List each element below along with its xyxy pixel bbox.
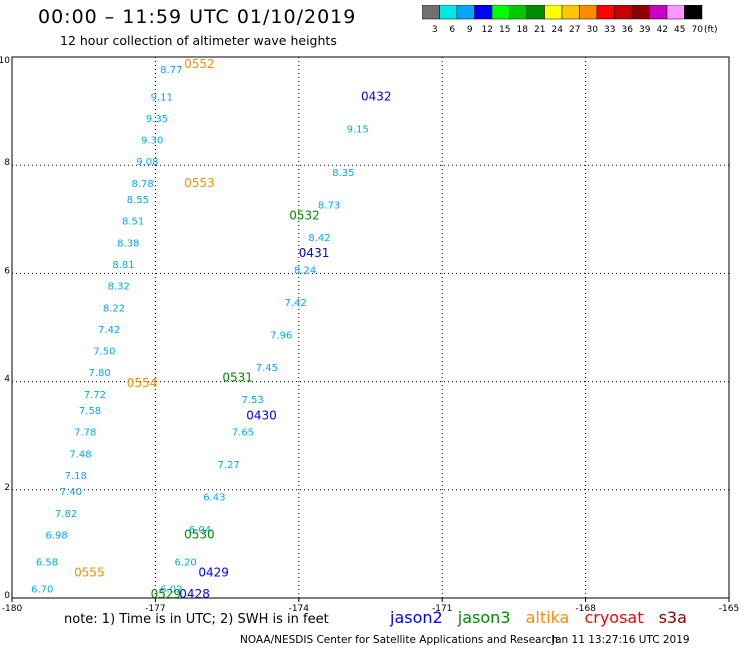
generated-timestamp: Jan 11 13:27:16 UTC 2019 bbox=[552, 634, 690, 646]
color-swatch bbox=[684, 5, 703, 20]
wave-height-label: 8.42 bbox=[308, 233, 330, 244]
y-tick-label: 0 bbox=[4, 591, 10, 601]
wave-height-label: 7.27 bbox=[218, 460, 240, 471]
wave-height-label: 7.18 bbox=[65, 471, 87, 482]
wave-height-label: 9.15 bbox=[347, 125, 369, 136]
color-scale-label: 33 bbox=[604, 25, 615, 35]
legend-jason2: jason2 bbox=[390, 608, 443, 627]
wave-height-label: 8.38 bbox=[117, 238, 139, 249]
legend-altika: altika bbox=[525, 608, 570, 627]
wave-height-label: 7.58 bbox=[79, 406, 101, 417]
plot-frame bbox=[11, 56, 730, 599]
x-tick-label: -171 bbox=[432, 604, 452, 612]
pass-time-label: 0532 bbox=[289, 208, 320, 222]
wave-height-label: 7.78 bbox=[74, 428, 96, 439]
satellite-legend: jason2 jason3 altika cryosat s3a bbox=[390, 608, 697, 627]
wave-height-label: 8.81 bbox=[112, 260, 134, 271]
x-tick-label: -165 bbox=[719, 604, 739, 612]
wave-height-plot: -180 -177 -174 -171 -168 -165 0 2 4 6 8 10 6.70 6.58 6… bbox=[0, 56, 739, 612]
wave-height-label: 7.96 bbox=[270, 330, 292, 341]
legend-cryosat: cryosat bbox=[584, 608, 644, 627]
wave-height-label: 7.42 bbox=[98, 325, 120, 336]
wave-height-label: 7.50 bbox=[93, 347, 115, 358]
wave-height-label: 8.35 bbox=[332, 168, 354, 179]
color-scale-label: 21 bbox=[534, 25, 545, 35]
wave-height-label: 9.35 bbox=[146, 114, 168, 125]
color-scale-bar: 3 6 9 12 15 18 21 24 27 30 33 36 39 42 45 70 (ft) bbox=[422, 5, 718, 35]
wave-height-label: 7.40 bbox=[60, 487, 82, 498]
x-tick-label: -174 bbox=[289, 604, 310, 612]
color-scale-label: 27 bbox=[569, 25, 580, 35]
wave-height-label: 6.20 bbox=[175, 558, 197, 569]
legend-s3a: s3a bbox=[658, 608, 687, 627]
pass-time-label: 0432 bbox=[361, 89, 392, 103]
wave-height-label: 6.02 bbox=[160, 585, 182, 596]
chart-title: 00:00 – 11:59 UTC 01/10/2019 bbox=[38, 6, 357, 28]
wave-height-label: 7.53 bbox=[241, 395, 263, 406]
pass-time-label: 0431 bbox=[299, 246, 330, 260]
wave-height-label: 9.11 bbox=[151, 92, 173, 103]
color-scale-label: 39 bbox=[639, 25, 651, 35]
pass-time-label: 0555 bbox=[74, 565, 105, 579]
color-scale-label: 70 bbox=[692, 25, 704, 35]
color-scale-label: 36 bbox=[622, 25, 634, 35]
wave-height-label: 7.45 bbox=[256, 363, 278, 374]
legend-jason3: jason3 bbox=[457, 608, 511, 627]
y-tick-label: 6 bbox=[4, 266, 10, 276]
y-tick-label: 8 bbox=[4, 158, 10, 168]
pass-time-label: 0552 bbox=[184, 57, 215, 71]
color-scale-unit: (ft) bbox=[704, 25, 718, 35]
wave-height-label: 7.80 bbox=[88, 368, 110, 379]
wave-height-label: 6.70 bbox=[31, 585, 53, 596]
color-scale-label: 6 bbox=[449, 25, 455, 35]
color-scale-label: 45 bbox=[674, 25, 685, 35]
pass-time-label: 0429 bbox=[198, 565, 229, 579]
x-tick-label: -168 bbox=[575, 604, 596, 612]
wave-height-label: 8.78 bbox=[132, 179, 154, 190]
wave-height-label: 8.32 bbox=[108, 282, 130, 293]
wave-height-label: 6.43 bbox=[203, 493, 225, 504]
color-scale-label: 9 bbox=[467, 25, 473, 35]
wave-height-label: 7.72 bbox=[84, 390, 106, 401]
wave-height-label: 8.77 bbox=[160, 65, 182, 76]
color-scale-label: 15 bbox=[499, 25, 510, 35]
wave-height-label: 8.73 bbox=[318, 200, 340, 211]
y-tick-label: 4 bbox=[4, 375, 10, 385]
color-scale-label: 42 bbox=[657, 25, 668, 35]
source-credit: NOAA/NESDIS Center for Satellite Applica… bbox=[240, 634, 558, 646]
pass-time-label: 0529 bbox=[151, 587, 182, 601]
wave-height-label: 7.65 bbox=[232, 428, 254, 439]
y-tick-label: 10 bbox=[0, 56, 10, 66]
wave-height-label: 8.55 bbox=[127, 195, 149, 206]
color-scale-label: 24 bbox=[552, 25, 564, 35]
wave-height-label: 8.22 bbox=[103, 303, 125, 314]
wave-height-label: 7.82 bbox=[55, 509, 77, 520]
wave-height-label: 6.98 bbox=[45, 530, 67, 541]
wave-height-label: 9.08 bbox=[136, 157, 158, 168]
units-note: note: 1) Time is in UTC; 2) SWH is in fe… bbox=[64, 612, 329, 627]
color-scale-label: 30 bbox=[587, 25, 599, 35]
x-tick-label: -180 bbox=[2, 604, 23, 612]
x-tick-label: -177 bbox=[145, 604, 165, 612]
pass-time-label: 0554 bbox=[127, 376, 158, 390]
pass-time-label: 0553 bbox=[184, 176, 215, 190]
wave-height-label: 7.42 bbox=[284, 298, 306, 309]
wave-height-label: 8.51 bbox=[122, 217, 144, 228]
pass-time-label: 0530 bbox=[184, 527, 215, 541]
wave-height-label: 6.58 bbox=[36, 558, 58, 569]
color-scale-label: 18 bbox=[517, 25, 529, 35]
wave-height-label: 8.24 bbox=[294, 265, 316, 276]
chart-subtitle: 12 hour collection of altimeter wave hei… bbox=[60, 33, 337, 48]
color-scale-label: 12 bbox=[482, 25, 493, 35]
pass-time-label: 0531 bbox=[222, 371, 253, 385]
wave-height-label: 6.04 bbox=[189, 525, 211, 536]
color-scale-label: 3 bbox=[432, 25, 438, 35]
wave-height-label: 9.30 bbox=[141, 136, 163, 147]
pass-time-label: 0430 bbox=[246, 408, 277, 422]
wave-height-label: 7.48 bbox=[69, 449, 91, 460]
y-tick-label: 2 bbox=[4, 483, 10, 493]
pass-time-label: 0428 bbox=[179, 587, 210, 601]
